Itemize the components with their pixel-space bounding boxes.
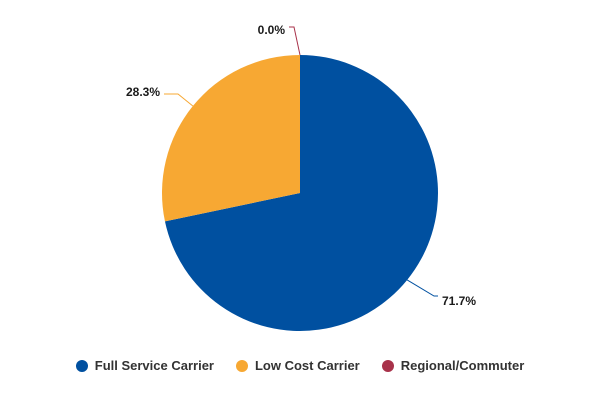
legend-label-regional-commuter: Regional/Commuter — [400, 358, 525, 373]
legend: Full Service Carrier Low Cost Carrier Re… — [0, 358, 600, 373]
data-label-regional-commuter: 0.0% — [258, 23, 286, 37]
legend-swatch-full-service-carrier — [75, 359, 88, 372]
data-label-low-cost-carrier: 28.3% — [126, 85, 160, 99]
data-label-full-service-carrier: 71.7% — [442, 294, 476, 308]
legend-label-low-cost-carrier: Low Cost Carrier — [254, 358, 360, 373]
legend-label-full-service-carrier: Full Service Carrier — [94, 358, 214, 373]
legend-item-low-cost-carrier[interactable]: Low Cost Carrier — [235, 358, 360, 373]
legend-swatch-low-cost-carrier — [235, 359, 248, 372]
legend-item-full-service-carrier[interactable]: Full Service Carrier — [75, 358, 214, 373]
pie-slice-full-service-carrier[interactable] — [164, 55, 438, 331]
leader-line-low-cost-carrier — [164, 93, 194, 107]
leader-line-regional-commuter — [289, 26, 301, 56]
pie-slice-low-cost-carrier[interactable] — [162, 55, 300, 222]
leader-line-full-service-carrier — [406, 279, 438, 297]
legend-item-regional-commuter[interactable]: Regional/Commuter — [381, 358, 525, 373]
legend-swatch-regional-commuter — [381, 359, 394, 372]
